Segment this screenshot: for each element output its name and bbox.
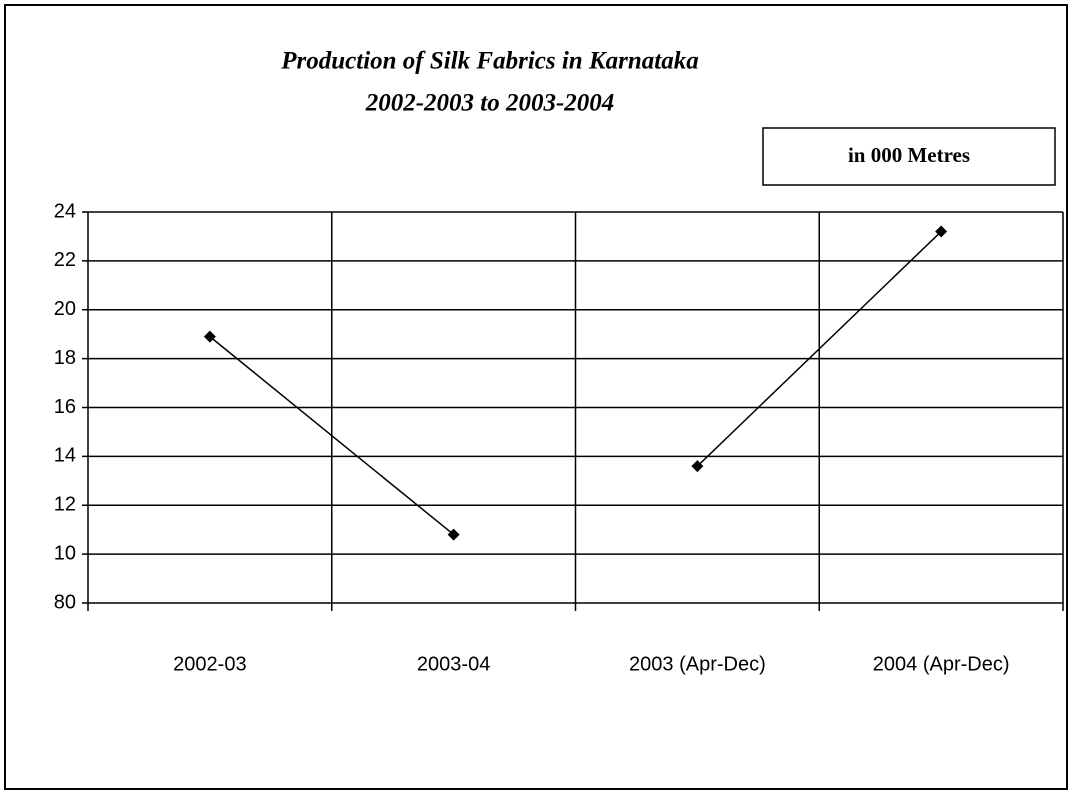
y-tick-label: 16 xyxy=(54,396,76,418)
x-tick-label: 2002-03 xyxy=(173,653,246,675)
chart-title: Production of Silk Fabrics in Karnataka xyxy=(280,48,698,75)
y-tick-label: 14 xyxy=(54,445,76,467)
y-tick-label: 18 xyxy=(54,347,76,369)
point xyxy=(447,528,460,541)
y-tick-label: 10 xyxy=(54,542,76,564)
y-tick-label: 12 xyxy=(54,494,76,516)
point xyxy=(203,330,216,343)
x-tick-label: 2004 (Apr-Dec) xyxy=(873,653,1010,675)
y-tick-label: 22 xyxy=(54,249,76,271)
x-tick-label: 2003 (Apr-Dec) xyxy=(629,653,766,675)
unit-box xyxy=(762,127,1056,186)
line xyxy=(696,231,942,467)
y-tick-label: 80 xyxy=(54,591,76,613)
unit-label: in 000 Metres xyxy=(848,143,970,167)
line xyxy=(209,336,455,536)
y-tick-label: 24 xyxy=(54,200,76,222)
point xyxy=(691,460,704,473)
x-tick-label: 2003-04 xyxy=(417,653,490,675)
chart-subtitle: 2002-2003 to 2003-2004 xyxy=(365,90,615,117)
y-tick-label: 20 xyxy=(54,298,76,320)
point xyxy=(935,225,948,238)
